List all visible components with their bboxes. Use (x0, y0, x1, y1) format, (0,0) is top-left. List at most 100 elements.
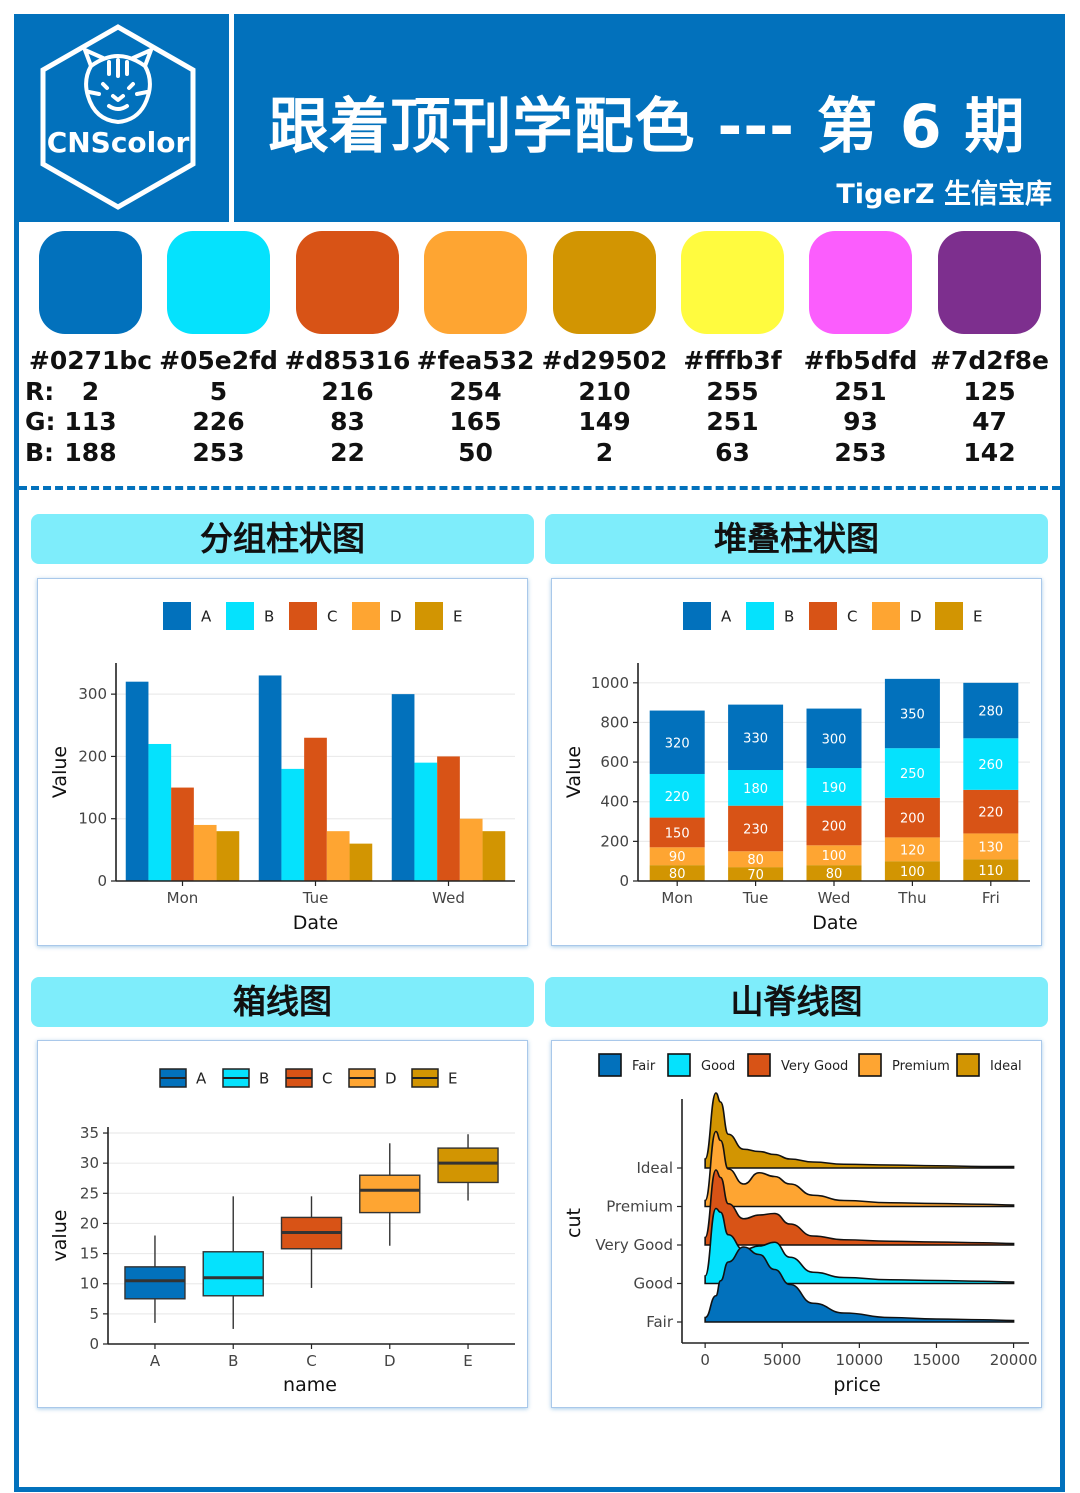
x-axis-label: Date (293, 912, 338, 934)
y-tick-label: 0 (619, 872, 629, 890)
x-tick-label: Wed (818, 889, 851, 907)
legend-label: D (390, 607, 402, 625)
color-hex: #d85316 (284, 346, 411, 375)
color-b-value: 142 (963, 438, 1016, 467)
color-r-value: 216 (321, 377, 374, 406)
color-r-value: 254 (449, 377, 502, 406)
color-swatch (424, 231, 527, 334)
data-label: 350 (900, 708, 925, 723)
y-tick-label: 1000 (591, 674, 629, 692)
bar (414, 762, 438, 881)
stacked-bar-segment (649, 865, 705, 881)
color-swatch (39, 231, 142, 334)
stacked-bar-segment (963, 682, 1019, 739)
data-label: 80 (747, 853, 764, 868)
color-g-value: 47 (972, 407, 1007, 436)
stacked-bar-segment (963, 859, 1019, 881)
legend-label: A (721, 607, 732, 625)
legend-label: E (453, 607, 462, 625)
stacked-bar-chart: 020040060080010008090150220320Mon7080230… (563, 602, 1030, 934)
bar (437, 756, 460, 881)
data-label: 80 (669, 867, 686, 882)
color-g-value: 149 (578, 407, 631, 436)
legend-label: E (448, 1069, 457, 1087)
stacked-bar-segment (728, 851, 784, 868)
bar (125, 681, 149, 881)
color-g-value: 93 (843, 407, 878, 436)
legend-key (872, 602, 900, 630)
frame-left (14, 14, 19, 1490)
ridgeline-chart: Fair Good Very Good Premium Ideal 0 5000 10000 1… (563, 1053, 1038, 1396)
logo-hexagon (40, 24, 196, 210)
color-b-value: 50 (458, 438, 493, 467)
data-label: 120 (900, 843, 925, 858)
frame-right (1060, 14, 1065, 1490)
y-tick-label: 25 (80, 1184, 99, 1202)
ridgeline-panel: Fair Good Very Good Premium Ideal 0 5000 10000 1… (551, 1040, 1042, 1408)
x-tick-label: 5000 (763, 1351, 801, 1369)
y-tick-label: 100 (78, 810, 107, 828)
legend-label: B (264, 607, 274, 625)
bar (171, 787, 194, 881)
stacked-bar-segment (806, 708, 862, 769)
bar (482, 831, 506, 881)
bar (216, 831, 240, 881)
x-axis-label: name (283, 1374, 337, 1396)
x-axis-label: Date (812, 912, 857, 934)
y-tick-label: 20 (80, 1214, 99, 1232)
x-axis-label: price (833, 1374, 880, 1396)
color-swatch (167, 231, 270, 334)
stacked-bar-segment (806, 865, 862, 881)
data-label: 110 (978, 864, 1003, 879)
data-label: 220 (665, 790, 690, 805)
stacked-bar-segment (649, 847, 705, 866)
color-g-value: 165 (449, 407, 502, 436)
color-b-value: 253 (834, 438, 887, 467)
x-tick-label: A (150, 1352, 161, 1370)
stacked-bar-segment (806, 845, 862, 866)
legend-key (289, 602, 317, 630)
x-tick-label: 15000 (913, 1351, 961, 1369)
stacked-bar-segment (963, 738, 1019, 790)
b-label: B: (25, 438, 55, 467)
data-label: 100 (900, 865, 925, 880)
color-swatch (809, 231, 912, 334)
stacked-bar-segment (806, 768, 862, 806)
y-tick-label: 600 (600, 753, 629, 771)
ridge-density (704, 1130, 1015, 1208)
x-tick-label: E (463, 1352, 472, 1370)
bar (326, 831, 350, 881)
page-title: 跟着顶刊学配色 --- 第 6 期 (268, 92, 1026, 162)
y-tick-label: 5 (89, 1305, 99, 1323)
grouped-bar-panel: 0 100 200 300 Mon Tue Wed Date Value A B C D E (37, 578, 528, 946)
stacked-bar-segment (884, 797, 940, 838)
y-axis-label: Value (563, 746, 585, 798)
data-label: 330 (743, 731, 768, 746)
color-swatch (681, 231, 784, 334)
header-divider (229, 14, 234, 222)
legend-key (746, 602, 774, 630)
color-hex: #fb5dfd (803, 346, 918, 375)
data-label: 80 (826, 867, 843, 882)
y-tick-label: Very Good (595, 1236, 673, 1254)
x-tick-label: 20000 (990, 1351, 1038, 1369)
tiger-icon (83, 48, 153, 124)
x-tick-label: Thu (897, 889, 926, 907)
x-tick-label: D (384, 1352, 396, 1370)
legend-key (858, 1053, 882, 1077)
data-label: 70 (747, 868, 764, 883)
data-label: 180 (743, 782, 768, 797)
logo-text: CNScolor (46, 126, 190, 159)
data-label: 250 (900, 767, 925, 782)
ridge-density (704, 1207, 1015, 1285)
data-label: 190 (822, 781, 847, 796)
bar (281, 768, 305, 881)
color-b-value: 253 (192, 438, 245, 467)
color-b-value: 63 (715, 438, 750, 467)
color-g-value: 113 (64, 407, 117, 436)
stacked-bar-segment (649, 817, 705, 848)
x-tick-label: B (228, 1352, 238, 1370)
color-r-value: 2 (81, 377, 100, 406)
color-hex: #fea532 (416, 346, 535, 375)
